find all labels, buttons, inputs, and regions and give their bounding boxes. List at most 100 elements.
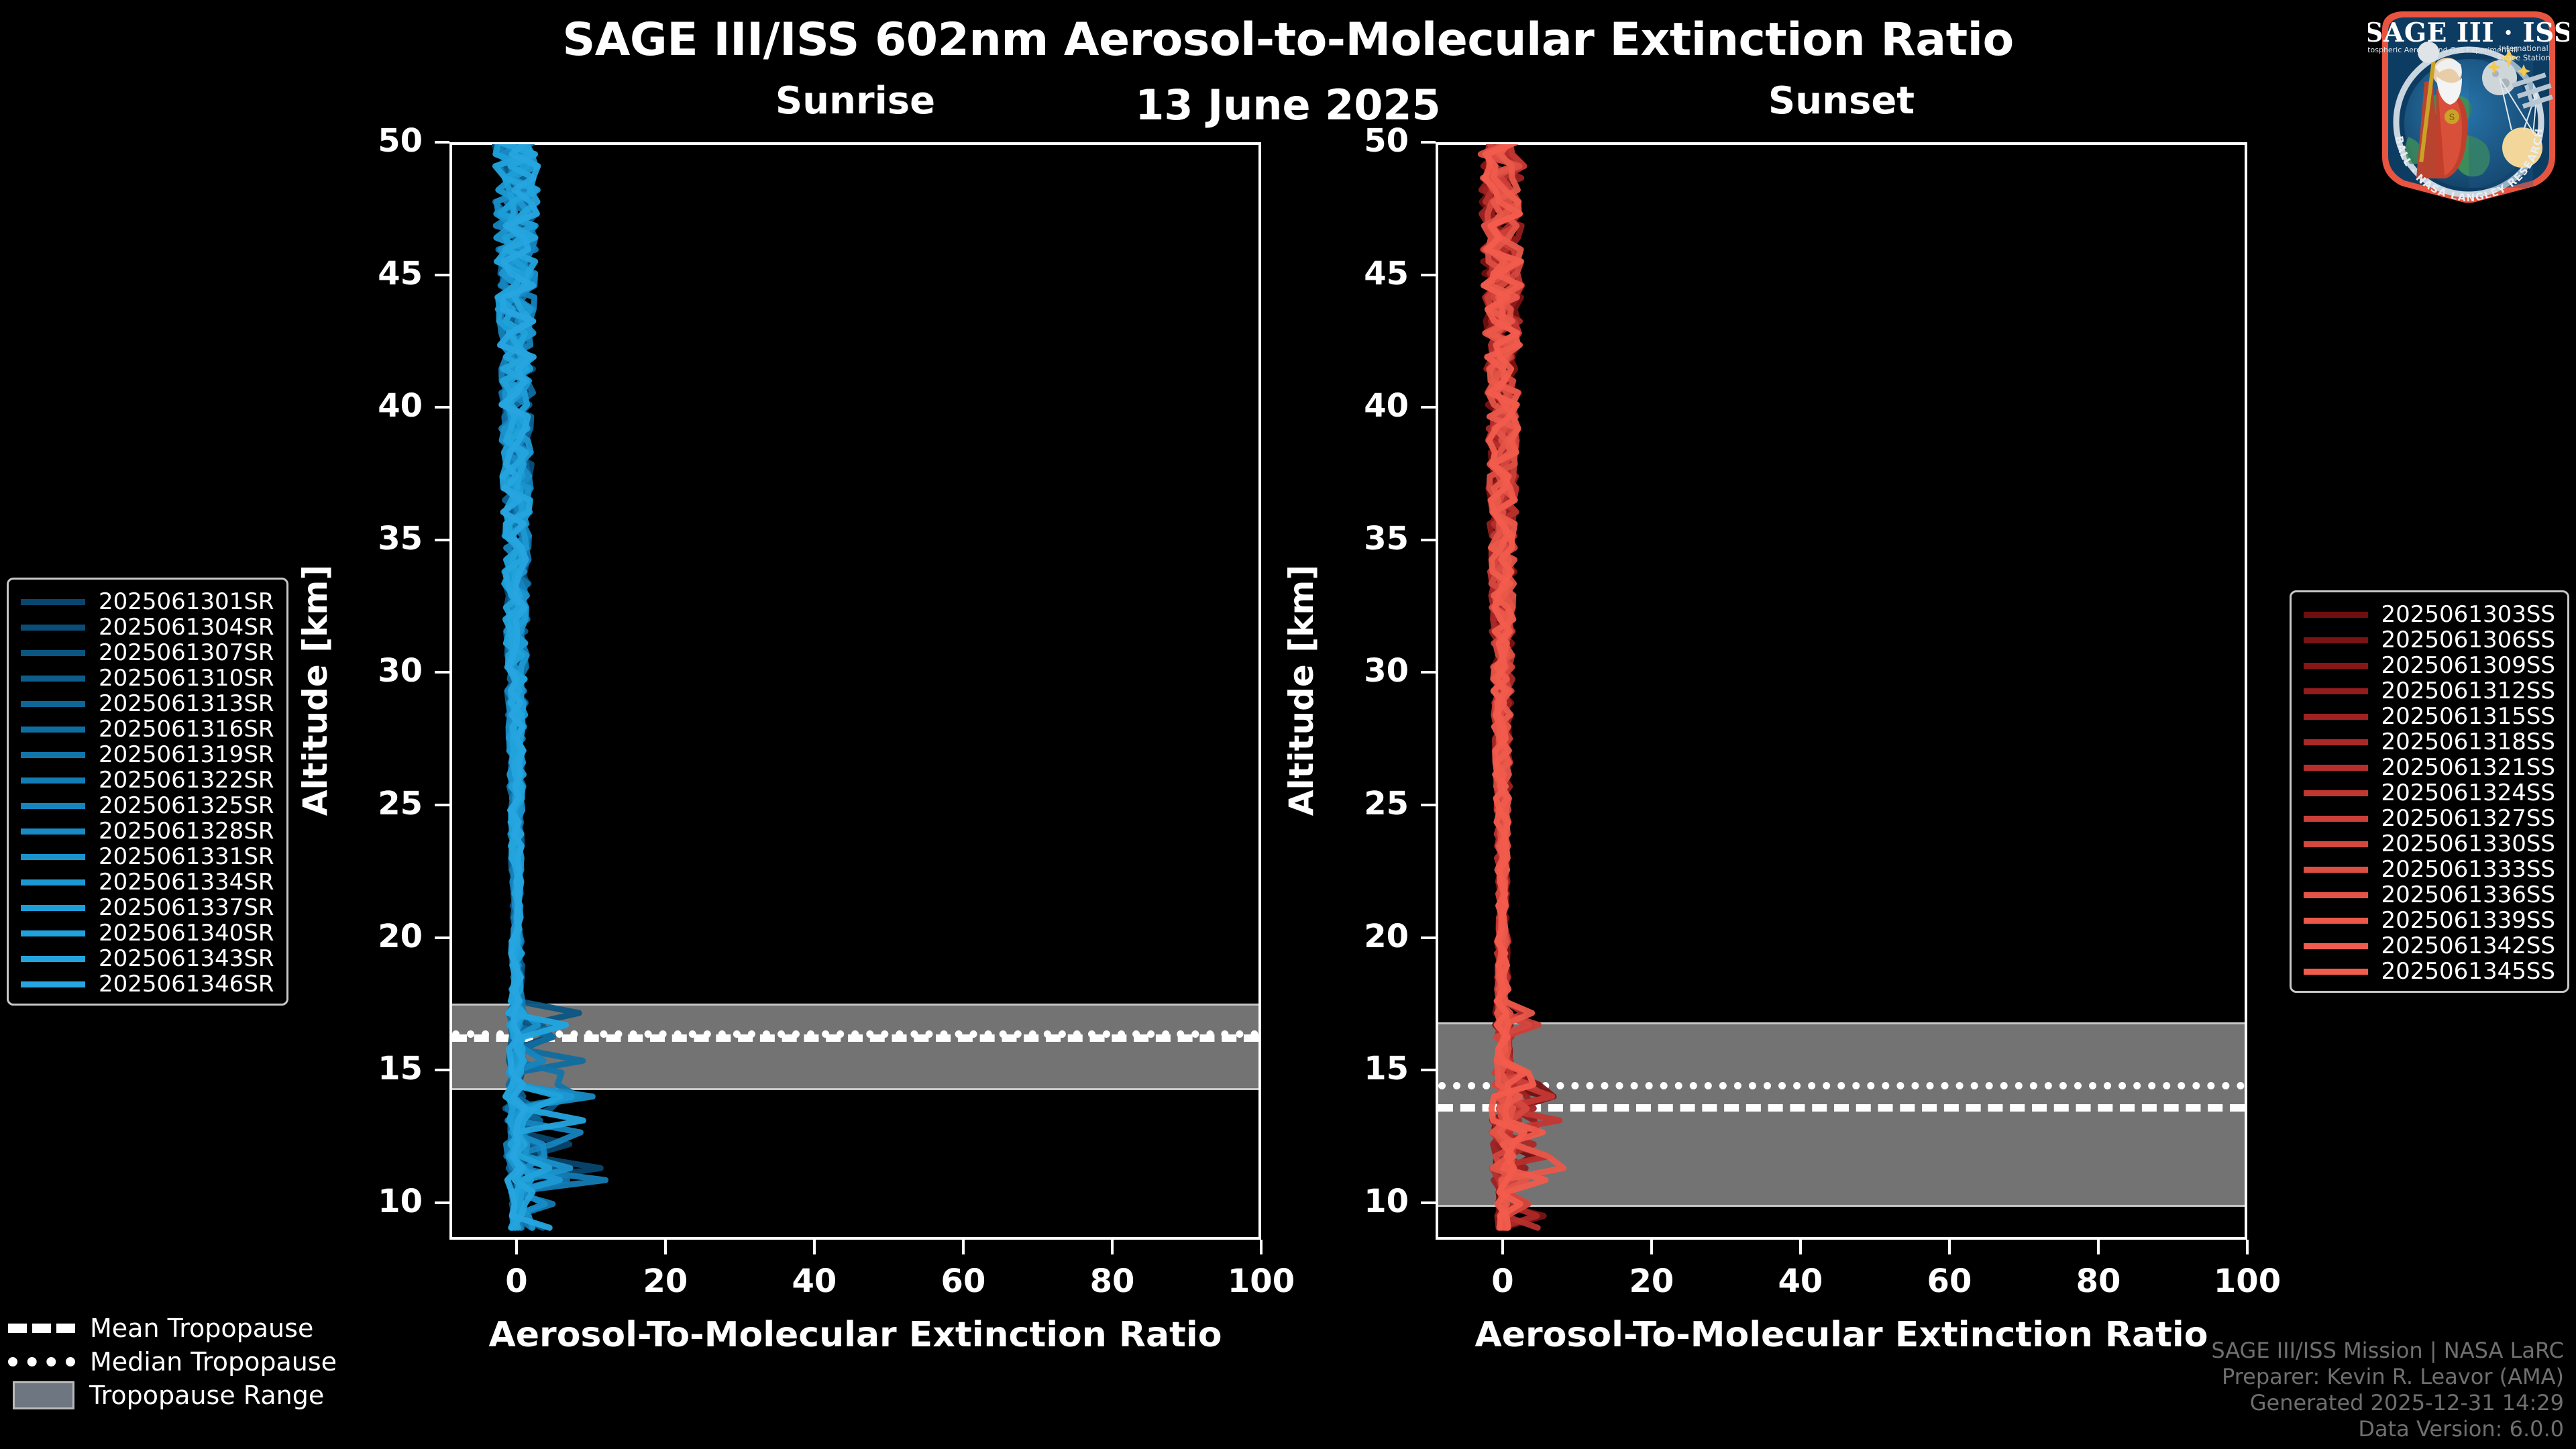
x-tick-sunset	[1947, 1240, 1951, 1254]
legend-label: 2025061306SS	[2381, 627, 2555, 653]
legend-item-2025061340SR[interactable]: 2025061340SR	[21, 920, 274, 947]
legend-item-2025061307SR[interactable]: 2025061307SR	[21, 639, 274, 666]
legend-item-2025061321SS[interactable]: 2025061321SS	[2303, 754, 2555, 781]
x-tick-sunset	[1501, 1240, 1504, 1254]
y-tick-label-sunset: 10	[1364, 1182, 1409, 1220]
color-swatch-icon	[21, 904, 85, 911]
legend-item-2025061336SS[interactable]: 2025061336SS	[2303, 881, 2555, 908]
color-swatch-icon	[21, 751, 85, 758]
legend-item-2025061346SR[interactable]: 2025061346SR	[21, 971, 274, 998]
legend-item-2025061304SR[interactable]: 2025061304SR	[21, 614, 274, 641]
y-tick-label-sunrise: 20	[378, 917, 423, 955]
patch-subtitle-right-1: International	[2499, 44, 2548, 53]
tropopause-mean-line-sunset	[1438, 1104, 2245, 1112]
legend-label: 2025061312SS	[2381, 678, 2555, 704]
color-swatch-icon	[21, 879, 85, 885]
legend-item-2025061328SR[interactable]: 2025061328SR	[21, 818, 274, 845]
legend-item-2025061322SR[interactable]: 2025061322SR	[21, 767, 274, 794]
color-swatch-icon	[21, 828, 85, 835]
y-tick-sunset	[1421, 803, 1436, 806]
legend-item-2025061315SS[interactable]: 2025061315SS	[2303, 703, 2555, 730]
legend-item-2025061318SS[interactable]: 2025061318SS	[2303, 729, 2555, 755]
panel-title-sunset: Sunset	[1768, 79, 1915, 123]
legend-label: 2025061321SS	[2381, 754, 2555, 781]
tropopause-mean-line-sunrise	[452, 1034, 1258, 1042]
y-tick-label-sunrise: 25	[378, 784, 423, 822]
plot-area-sunset[interactable]	[1436, 142, 2247, 1240]
legend-label: 2025061319SR	[99, 741, 274, 768]
legend-item-2025061316SR[interactable]: 2025061316SR	[21, 716, 274, 743]
legend-item-2025061331SR[interactable]: 2025061331SR	[21, 843, 274, 870]
legend-item-2025061303SS[interactable]: 2025061303SS	[2303, 601, 2555, 628]
legend-label: 2025061345SS	[2381, 958, 2555, 985]
credit-line-mission: SAGE III/ISS Mission | NASA LaRC	[2211, 1337, 2564, 1363]
legend-label: 2025061313SR	[99, 690, 274, 717]
y-tick-sunset	[1421, 671, 1436, 674]
legend-item-2025061312SS[interactable]: 2025061312SS	[2303, 678, 2555, 704]
legend-item-2025061333SS[interactable]: 2025061333SS	[2303, 856, 2555, 883]
legend-item-2025061309SS[interactable]: 2025061309SS	[2303, 652, 2555, 679]
patch-subtitle-right-2: Space Station	[2497, 53, 2551, 62]
legend-label-tropopause-range: Tropopause Range	[89, 1381, 325, 1410]
legend-item-2025061313SR[interactable]: 2025061313SR	[21, 690, 274, 717]
legend-item-tropopause-range: Tropopause Range	[8, 1379, 337, 1412]
y-tick-label-sunset: 20	[1364, 917, 1409, 955]
color-swatch-icon	[2303, 892, 2368, 898]
y-tick-sunset	[1421, 406, 1436, 409]
legend-item-2025061327SS[interactable]: 2025061327SS	[2303, 805, 2555, 832]
legend-label: 2025061330SS	[2381, 830, 2555, 857]
legend-item-2025061334SR[interactable]: 2025061334SR	[21, 869, 274, 896]
y-tick-sunrise	[435, 803, 449, 806]
legend-item-2025061325SR[interactable]: 2025061325SR	[21, 792, 274, 819]
x-tick-sunrise	[515, 1240, 518, 1254]
y-tick-label-sunrise: 30	[378, 652, 423, 690]
panel-title-sunrise: Sunrise	[775, 79, 936, 123]
page-subtitle: 13 June 2025	[1135, 80, 1441, 129]
legend-item-2025061345SS[interactable]: 2025061345SS	[2303, 958, 2555, 985]
legend-item-2025061301SR[interactable]: 2025061301SR	[21, 588, 274, 615]
dashed-line-icon	[8, 1324, 75, 1333]
legend-label: 2025061324SS	[2381, 780, 2555, 806]
color-swatch-icon	[2303, 841, 2368, 847]
legend-label: 2025061327SS	[2381, 805, 2555, 832]
y-tick-label-sunset: 45	[1364, 254, 1409, 292]
color-swatch-icon	[2303, 662, 2368, 669]
x-tick-sunset	[2246, 1240, 2249, 1254]
legend-item-2025061339SS[interactable]: 2025061339SS	[2303, 907, 2555, 934]
y-tick-label-sunset: 50	[1364, 122, 1409, 160]
x-tick-sunset	[1799, 1240, 1802, 1254]
x-tick-label-sunset: 100	[2213, 1263, 2282, 1300]
y-tick-label-sunset: 35	[1364, 519, 1409, 557]
x-tick-sunrise	[1260, 1240, 1263, 1254]
legend-label: 2025061346SR	[99, 971, 274, 998]
color-swatch-icon	[21, 624, 85, 631]
sunrise-series-legend[interactable]: 2025061301SR 2025061304SR 2025061307SR 2025…	[7, 578, 288, 1006]
legend-item-2025061337SR[interactable]: 2025061337SR	[21, 894, 274, 921]
legend-label: 2025061328SR	[99, 818, 274, 845]
legend-label: 2025061310SR	[99, 665, 274, 692]
legend-item-2025061324SS[interactable]: 2025061324SS	[2303, 780, 2555, 806]
y-tick-label-sunrise: 50	[378, 122, 423, 160]
legend-item-2025061310SR[interactable]: 2025061310SR	[21, 665, 274, 692]
plot-area-sunrise[interactable]	[449, 142, 1261, 1240]
y-tick-sunrise	[435, 1069, 449, 1072]
x-tick-label-sunrise: 0	[505, 1263, 528, 1300]
color-swatch-icon	[2303, 917, 2368, 924]
y-tick-label-sunset: 30	[1364, 652, 1409, 690]
color-swatch-icon	[2303, 739, 2368, 745]
tropopause-legend: Mean Tropopause Median Tropopause Tropop…	[8, 1311, 337, 1412]
legend-item-2025061342SS[interactable]: 2025061342SS	[2303, 932, 2555, 959]
legend-label: 2025061342SS	[2381, 932, 2555, 959]
color-swatch-icon	[2303, 637, 2368, 643]
color-swatch-icon	[2303, 866, 2368, 873]
legend-label: 2025061301SR	[99, 588, 274, 615]
legend-item-2025061306SS[interactable]: 2025061306SS	[2303, 627, 2555, 653]
legend-item-2025061319SR[interactable]: 2025061319SR	[21, 741, 274, 768]
credit-line-preparer: Preparer: Kevin R. Leavor (AMA)	[2221, 1363, 2564, 1389]
legend-item-2025061343SR[interactable]: 2025061343SR	[21, 945, 274, 972]
legend-item-2025061330SS[interactable]: 2025061330SS	[2303, 830, 2555, 857]
y-tick-sunrise	[435, 1201, 449, 1204]
sunset-series-legend[interactable]: 2025061303SS 2025061306SS 2025061309SS 2025…	[2289, 590, 2569, 993]
color-swatch-icon	[21, 802, 85, 809]
